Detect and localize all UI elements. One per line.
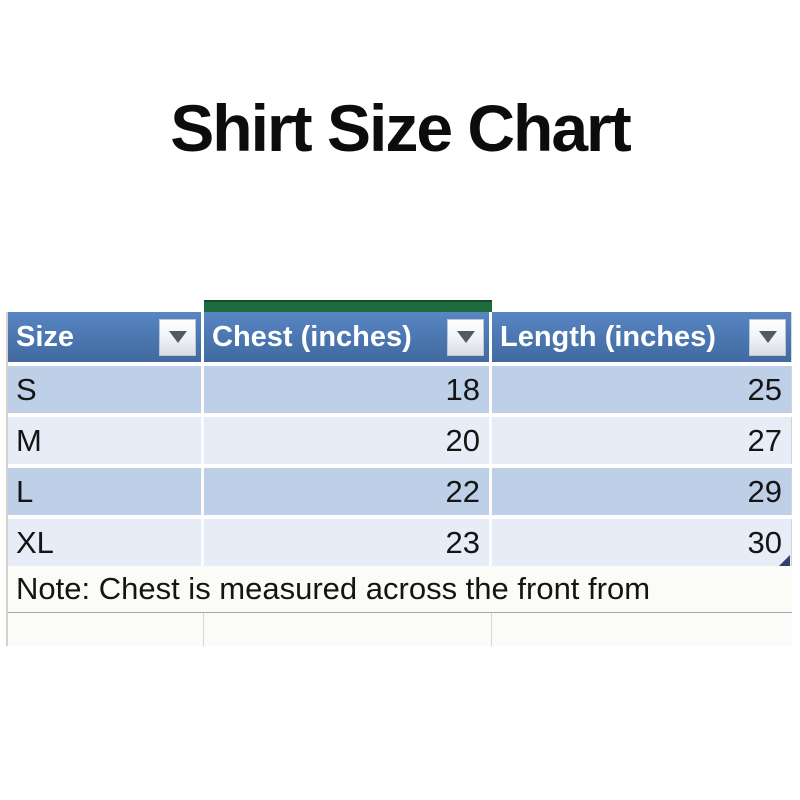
size-cell: XL — [8, 519, 204, 566]
column-header-length: Length (inches) — [492, 312, 792, 362]
table-row-xl: XL 23 30 — [8, 519, 792, 566]
length-cell: 30 — [492, 519, 792, 566]
column-header-size-label: Size — [16, 320, 75, 353]
page-title: Shirt Size Chart — [170, 91, 631, 165]
spreadsheet-table: Size Chest (inches) Length (inches) S 18… — [6, 300, 792, 646]
table-row-l: L 22 29 — [8, 468, 792, 515]
chest-filter-dropdown-button[interactable] — [447, 318, 484, 356]
empty-grid-cell — [492, 613, 792, 646]
column-header-chest-label: Chest (inches) — [212, 320, 412, 353]
length-cell: 25 — [492, 366, 792, 413]
size-cell: L — [8, 468, 204, 515]
empty-grid-row — [8, 613, 792, 646]
table-row-s: S 18 25 — [8, 366, 792, 413]
length-cell: 27 — [492, 417, 792, 464]
table-row-m: M 20 27 — [8, 417, 792, 464]
empty-grid-cell — [204, 613, 492, 646]
selected-column-indicator-bar — [204, 300, 492, 312]
chest-cell: 22 — [204, 468, 492, 515]
size-filter-dropdown-button[interactable] — [159, 318, 196, 356]
length-filter-dropdown-button[interactable] — [749, 318, 786, 356]
chevron-down-icon — [168, 331, 187, 343]
note-row: Note: Chest is measured across the front… — [8, 566, 792, 613]
table-left-edge — [6, 312, 8, 646]
empty-grid-cell — [8, 613, 204, 646]
column-header-length-label: Length (inches) — [500, 320, 716, 353]
chevron-down-icon — [758, 331, 777, 343]
chest-cell: 23 — [204, 519, 492, 566]
chevron-down-icon — [456, 331, 475, 343]
table-header-row: Size Chest (inches) Length (inches) — [8, 312, 792, 362]
column-header-size: Size — [8, 312, 204, 362]
table-resize-handle[interactable] — [779, 555, 790, 566]
page-title-container: Shirt Size Chart — [0, 90, 800, 166]
column-header-chest: Chest (inches) — [204, 312, 492, 362]
size-cell: M — [8, 417, 204, 464]
size-cell: S — [8, 366, 204, 413]
chest-cell: 20 — [204, 417, 492, 464]
length-cell: 29 — [492, 468, 792, 515]
chest-cell: 18 — [204, 366, 492, 413]
